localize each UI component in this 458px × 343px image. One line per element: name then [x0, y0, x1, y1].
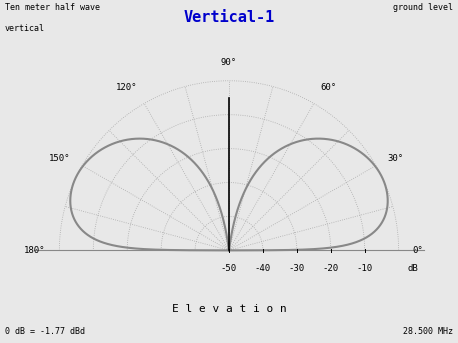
Text: -40: -40: [255, 264, 271, 273]
Text: 90°: 90°: [221, 58, 237, 67]
Text: -20: -20: [323, 264, 339, 273]
Text: E l e v a t i o n: E l e v a t i o n: [172, 304, 286, 314]
Text: 0 dB = -1.77 dBd: 0 dB = -1.77 dBd: [5, 327, 85, 336]
Text: 180°: 180°: [24, 246, 46, 255]
Text: 0°: 0°: [412, 246, 423, 255]
Text: dB: dB: [407, 264, 418, 273]
Text: -50: -50: [221, 264, 237, 273]
Text: vertical: vertical: [5, 24, 44, 33]
Text: 60°: 60°: [321, 83, 337, 92]
Text: 28.500 MHz: 28.500 MHz: [403, 327, 453, 336]
Text: Vertical-1: Vertical-1: [183, 10, 275, 25]
Text: 120°: 120°: [116, 83, 137, 92]
Text: Ten meter half wave: Ten meter half wave: [5, 3, 99, 12]
Text: -10: -10: [357, 264, 373, 273]
Text: 150°: 150°: [49, 154, 71, 163]
Text: 30°: 30°: [387, 154, 404, 163]
Text: ground level: ground level: [393, 3, 453, 12]
Text: -30: -30: [289, 264, 305, 273]
